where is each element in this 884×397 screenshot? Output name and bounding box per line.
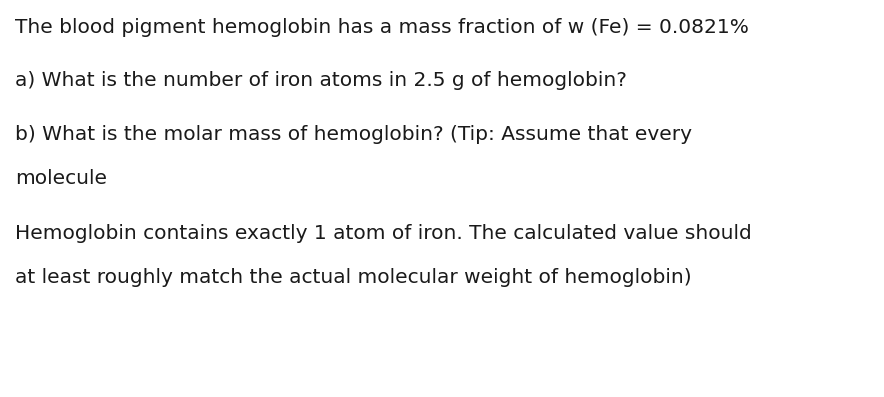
Text: molecule: molecule [15,169,107,188]
Text: Hemoglobin contains exactly 1 atom of iron. The calculated value should: Hemoglobin contains exactly 1 atom of ir… [15,224,751,243]
Text: a) What is the number of iron atoms in 2.5 g of hemoglobin?: a) What is the number of iron atoms in 2… [15,71,627,91]
Text: The blood pigment hemoglobin has a mass fraction of w (Fe) = 0.0821%: The blood pigment hemoglobin has a mass … [15,18,749,37]
Text: at least roughly match the actual molecular weight of hemoglobin): at least roughly match the actual molecu… [15,268,691,287]
Text: b) What is the molar mass of hemoglobin? (Tip: Assume that every: b) What is the molar mass of hemoglobin?… [15,125,692,144]
